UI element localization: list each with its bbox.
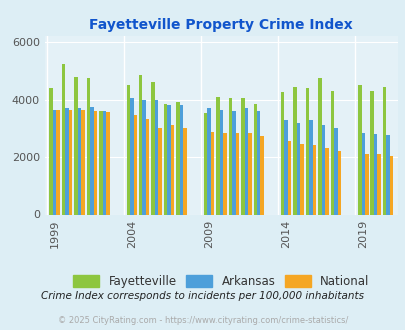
Bar [171,125,174,214]
Bar [260,136,263,214]
Bar [99,111,102,214]
Bar [167,105,171,214]
Bar [68,110,72,214]
Bar [155,100,158,214]
Bar [219,110,223,214]
Bar [232,111,235,214]
Bar [253,104,256,214]
Bar [207,108,210,214]
Bar [183,128,186,214]
Bar [321,125,324,214]
Bar [292,86,296,214]
Bar [324,148,328,214]
Bar [357,85,360,214]
Bar [284,120,287,214]
Bar [256,111,260,214]
Bar [373,134,377,214]
Bar [360,133,364,214]
Bar [223,133,226,214]
Bar [296,122,300,214]
Bar [78,108,81,214]
Bar [312,145,315,214]
Bar [318,78,321,214]
Bar [62,64,65,214]
Title: Fayetteville Property Crime Index: Fayetteville Property Crime Index [89,18,352,32]
Legend: Fayetteville, Arkansas, National: Fayetteville, Arkansas, National [68,270,373,293]
Bar [74,77,78,215]
Bar [65,108,68,214]
Bar [210,132,214,214]
Bar [81,110,85,214]
Bar [215,97,219,214]
Bar [176,102,179,214]
Bar [158,128,162,214]
Bar [241,98,244,214]
Bar [56,110,60,214]
Bar [244,108,247,214]
Bar [90,107,94,214]
Bar [235,133,239,214]
Bar [94,111,97,214]
Bar [179,105,183,214]
Bar [280,92,284,214]
Bar [102,111,106,214]
Bar [337,151,340,214]
Bar [130,98,133,214]
Bar [377,154,380,214]
Bar [330,91,333,214]
Text: © 2025 CityRating.com - https://www.cityrating.com/crime-statistics/: © 2025 CityRating.com - https://www.city… [58,316,347,325]
Bar [364,154,368,214]
Bar [386,135,389,214]
Bar [300,144,303,214]
Bar [247,133,251,214]
Bar [106,113,109,214]
Bar [53,110,56,214]
Bar [370,91,373,214]
Bar [146,119,149,214]
Bar [151,82,155,214]
Bar [287,141,291,214]
Bar [139,75,142,215]
Text: Crime Index corresponds to incidents per 100,000 inhabitants: Crime Index corresponds to incidents per… [41,291,364,301]
Bar [164,104,167,214]
Bar [203,113,207,214]
Bar [126,85,130,214]
Bar [382,86,386,214]
Bar [228,98,232,214]
Bar [133,115,136,214]
Bar [305,88,309,214]
Bar [142,100,146,214]
Bar [309,120,312,214]
Bar [49,88,53,214]
Bar [389,155,392,214]
Bar [333,128,337,214]
Bar [87,78,90,214]
